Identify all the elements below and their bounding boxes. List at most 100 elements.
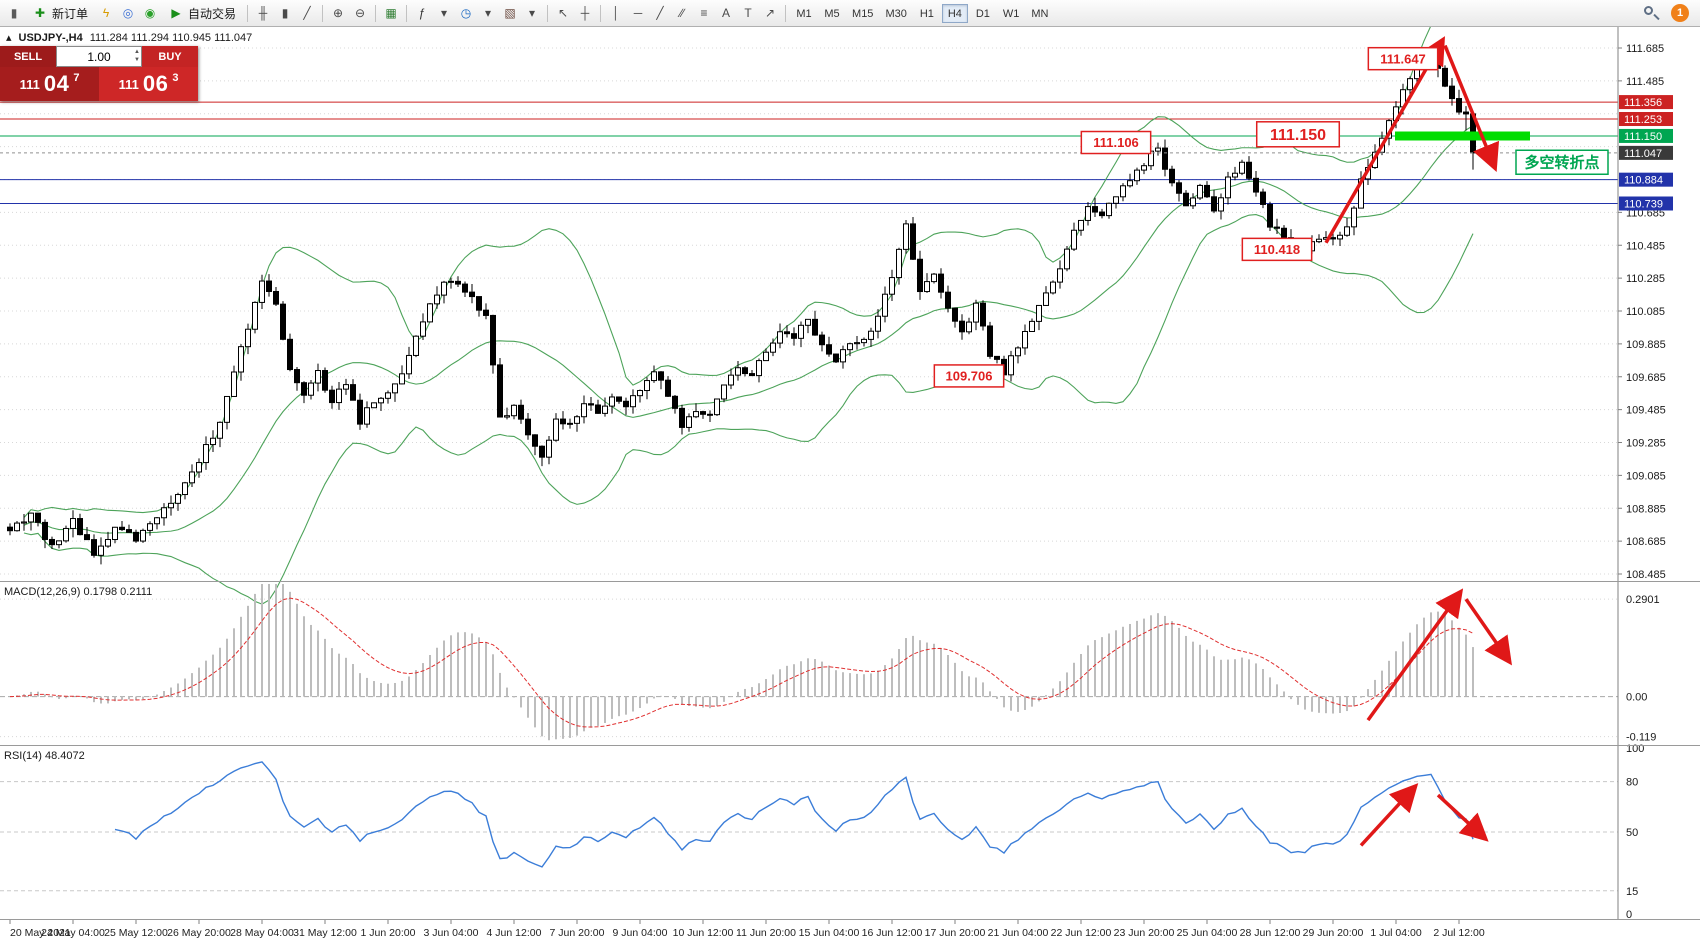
trend-arrow[interactable] [1464, 598, 1512, 666]
rsi-axis-label: 80 [1626, 777, 1638, 789]
toolbar-separator [247, 4, 249, 22]
macd-axis-label: 0.2901 [1626, 594, 1660, 606]
horizontal-line-icon[interactable]: ─ [633, 5, 643, 20]
chart-title: ▴ USDJPY-,H4 111.284 111.294 110.945 111… [6, 31, 253, 45]
macd-layer [9, 584, 1474, 741]
trend-arrow[interactable] [1366, 588, 1464, 722]
auto-trading-label: 自动交易 [188, 6, 237, 21]
timeframe-buttons: M1 M5 M15 M30 H1 H4 D1 W1 MN [790, 3, 1054, 23]
line-chart-type-icon[interactable]: ╱ [303, 5, 311, 20]
time-tick-label: 4 Jun 12:00 [487, 927, 542, 939]
cursor-icon[interactable]: ↖ [558, 5, 569, 20]
svg-text:111.356: 111.356 [1624, 97, 1662, 109]
annotation-box[interactable]: 109.706 [933, 364, 1005, 388]
zoom-out-icon[interactable]: ⊖ [355, 5, 366, 20]
rsi-indicator-label: RSI(14) 48.4072 [4, 750, 85, 762]
timeframe-mn-button[interactable]: MN [1031, 7, 1049, 20]
indicators-icon[interactable]: ƒ [418, 5, 426, 20]
annotation-box[interactable]: 111.647 [1367, 46, 1439, 71]
price-badge: 111.356 [1619, 95, 1673, 110]
volume-value: 1.00 [87, 49, 111, 64]
svg-text:110.418: 110.418 [1254, 242, 1300, 257]
timeframe-m30-button[interactable]: M30 [885, 7, 907, 20]
timeframe-d1-button[interactable]: D1 [975, 7, 990, 20]
vertical-line-icon[interactable]: │ [612, 5, 620, 20]
toolbar-mid-icons: ϟ ◎ ◉ [95, 3, 161, 24]
candlestick-type-icon[interactable]: ▮ [281, 5, 289, 20]
sell-price-display[interactable]: 111 04 7 [0, 67, 99, 101]
price-badge: 110.884 [1619, 172, 1673, 187]
price-tick-label: 109.085 [1626, 470, 1666, 482]
buy-button[interactable]: BUY [142, 46, 198, 67]
volume-step-down-icon[interactable]: ▼ [134, 57, 140, 63]
arrows-icon[interactable]: ↗ [765, 5, 776, 20]
new-order-button[interactable]: ✚ 新订单 [25, 2, 95, 24]
notification-badge[interactable]: 1 [1671, 4, 1689, 22]
one-click-trading-panel: SELL 1.00 ▲ ▼ BUY 111 04 7 111 06 3 [0, 46, 198, 101]
toolbar-left-icons: ▮ [3, 3, 25, 24]
trendline-icon[interactable]: ╱ [656, 5, 664, 20]
time-tick-label: 10 Jun 12:00 [673, 927, 734, 939]
data-window-icon[interactable]: ◎ [122, 5, 134, 20]
tile-windows-icon[interactable]: ▦ [385, 5, 397, 20]
periods-dropdown-icon[interactable]: ▾ [485, 5, 492, 20]
zoom-in-icon[interactable]: ⊕ [333, 5, 344, 20]
search-icon[interactable] [1640, 2, 1662, 24]
volume-step-up-icon[interactable]: ▲ [134, 49, 140, 55]
svg-text:111.150: 111.150 [1624, 131, 1662, 143]
macd-signal-line [9, 597, 1474, 728]
trend-arrow[interactable] [1324, 36, 1445, 244]
timeframe-w1-button[interactable]: W1 [1002, 7, 1020, 20]
timeframe-m1-button[interactable]: M1 [796, 7, 812, 20]
time-tick-label: 26 May 20:00 [167, 927, 231, 939]
volume-stepper[interactable]: ▲ ▼ [134, 48, 140, 64]
annotation-box[interactable]: 110.418 [1241, 237, 1313, 262]
chart-ohlc-values: 111.284 111.294 110.945 111.047 [89, 31, 253, 44]
time-tick-label: 28 Jun 12:00 [1240, 927, 1301, 939]
templates-dropdown-icon[interactable]: ▾ [529, 5, 536, 20]
annotation-box[interactable]: 111.106 [1080, 130, 1152, 155]
annotation-box[interactable]: 111.150 [1255, 121, 1341, 148]
navigator-icon[interactable]: ◉ [144, 5, 156, 20]
svg-text:111.047: 111.047 [1624, 148, 1662, 160]
bar-chart-type-icon[interactable]: ╫ [258, 5, 268, 20]
time-tick-label: 25 Jun 04:00 [1177, 927, 1238, 939]
market-watch-icon[interactable]: ϟ [102, 5, 110, 20]
time-tick-label: 31 May 12:00 [293, 927, 357, 939]
sell-button[interactable]: SELL [0, 46, 56, 67]
time-tick-label: 2 Jul 12:00 [1433, 927, 1485, 939]
volume-field[interactable]: 1.00 ▲ ▼ [56, 46, 142, 67]
timeframe-h1-button[interactable]: H1 [919, 7, 934, 20]
price-tick-label: 109.285 [1626, 438, 1666, 450]
text-label-icon[interactable]: T [744, 5, 752, 20]
templates-icon[interactable]: ▧ [504, 5, 516, 20]
candles-layer [7, 46, 1476, 565]
fibonacci-retracement-icon[interactable]: ≡ [700, 5, 708, 20]
annotation-box[interactable]: 多空转折点 [1515, 149, 1609, 175]
timeframe-m5-button[interactable]: M5 [824, 7, 840, 20]
crosshair-icon[interactable]: ┼ [580, 5, 590, 20]
auto-trading-button[interactable]: ▶ 自动交易 [161, 2, 243, 24]
trend-arrow[interactable] [1359, 783, 1419, 847]
trend-arrow[interactable] [1443, 44, 1500, 173]
macd-axis-label: -0.119 [1626, 732, 1656, 744]
time-tick-label: 9 Jun 04:00 [613, 927, 668, 939]
collapse-panel-icon[interactable]: ▴ [6, 32, 12, 44]
main-toolbar: ▮ ✚ 新订单 ϟ ◎ ◉ ▶ 自动交易 ╫ ▮ ╱ ⊕ ⊖ ▦ ƒ ▾ ◷ ▾ ▧ ▾ ↖ ┼ │ ─ ╱ ∕∕ ≡ A… [0, 0, 1700, 27]
trend-arrow[interactable] [1436, 793, 1489, 842]
time-tick-label: 28 May 04:00 [230, 927, 294, 939]
indicators-dropdown-icon[interactable]: ▾ [441, 5, 448, 20]
equidistant-channel-icon[interactable]: ∕∕ [680, 5, 685, 20]
panel-separators [0, 581, 1700, 920]
text-icon[interactable]: A [722, 5, 731, 20]
rsi-axis-label: 100 [1626, 743, 1644, 755]
periods-icon[interactable]: ◷ [460, 5, 472, 20]
buy-price-display[interactable]: 111 06 3 [99, 67, 198, 101]
timeframe-m15-button[interactable]: M15 [852, 7, 874, 20]
timeframe-h4-button[interactable]: H4 [941, 3, 968, 23]
search-icon-circle [1644, 6, 1653, 15]
chart-window-icon[interactable]: ▮ [10, 5, 18, 20]
